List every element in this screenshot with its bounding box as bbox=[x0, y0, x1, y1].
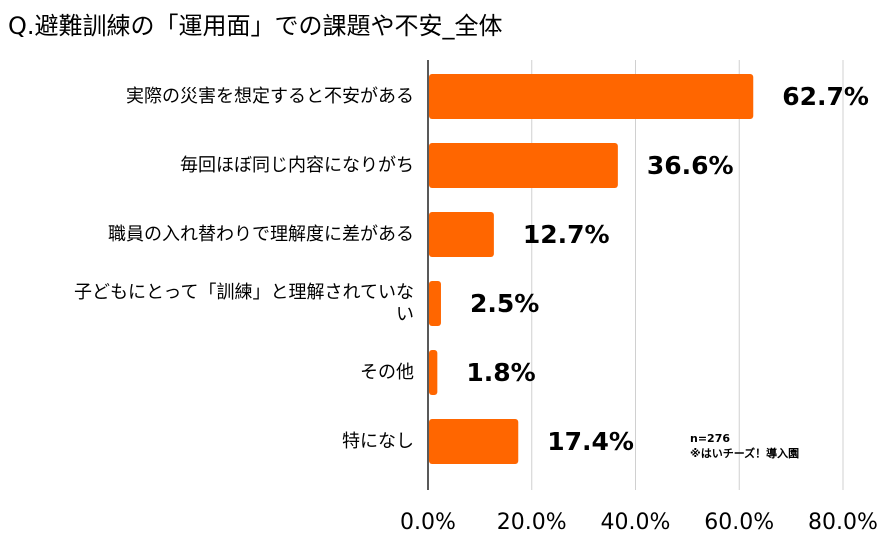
x-tick-label: 60.0% bbox=[704, 510, 774, 535]
category-label: 実際の災害を想定すると不安がある bbox=[126, 86, 414, 107]
value-label: 1.8% bbox=[466, 358, 535, 387]
bar bbox=[429, 350, 438, 395]
bar bbox=[429, 212, 494, 257]
category-label: 特になし bbox=[342, 431, 414, 452]
bar bbox=[429, 74, 754, 119]
grid-lines bbox=[427, 60, 844, 490]
category-label: 毎回ほぼ同じ内容になりがち bbox=[180, 155, 414, 176]
x-axis-tick-labels: 0.0% 20.0% 40.0% 60.0% 80.0% bbox=[400, 510, 878, 535]
chart-title: Q.避難訓練の「運用面」での課題や不安_全体 bbox=[8, 12, 503, 40]
note-source: ※はいチーズ！導入園 bbox=[690, 446, 799, 460]
category-labels: 実際の災害を想定すると不安がある毎回ほぼ同じ内容になりがち職員の入れ替わりで理解… bbox=[74, 86, 414, 452]
bar bbox=[429, 281, 441, 326]
bar bbox=[429, 419, 519, 464]
sample-note: n=276 ※はいチーズ！導入園 bbox=[690, 432, 799, 460]
value-label: 2.5% bbox=[470, 289, 539, 318]
category-label: 職員の入れ替わりで理解度に差がある bbox=[108, 224, 414, 245]
category-label: その他 bbox=[360, 362, 414, 383]
value-label: 36.6% bbox=[647, 151, 734, 180]
x-tick-label: 0.0% bbox=[400, 510, 456, 535]
value-label: 12.7% bbox=[523, 220, 610, 249]
x-tick-label: 40.0% bbox=[601, 510, 671, 535]
bars bbox=[429, 74, 754, 464]
x-tick-label: 20.0% bbox=[497, 510, 567, 535]
category-label: い bbox=[396, 304, 414, 325]
note-sample-size: n=276 bbox=[690, 432, 730, 445]
bar bbox=[429, 143, 618, 188]
value-label: 17.4% bbox=[547, 427, 634, 456]
value-label: 62.7% bbox=[782, 82, 869, 111]
x-tick-label: 80.0% bbox=[808, 510, 878, 535]
category-label: 子どもにとって「訓練」と理解されていな bbox=[74, 282, 414, 303]
value-labels: 62.7% 36.6% 12.7% 2.5% 1.8% 17.4% bbox=[466, 82, 869, 456]
